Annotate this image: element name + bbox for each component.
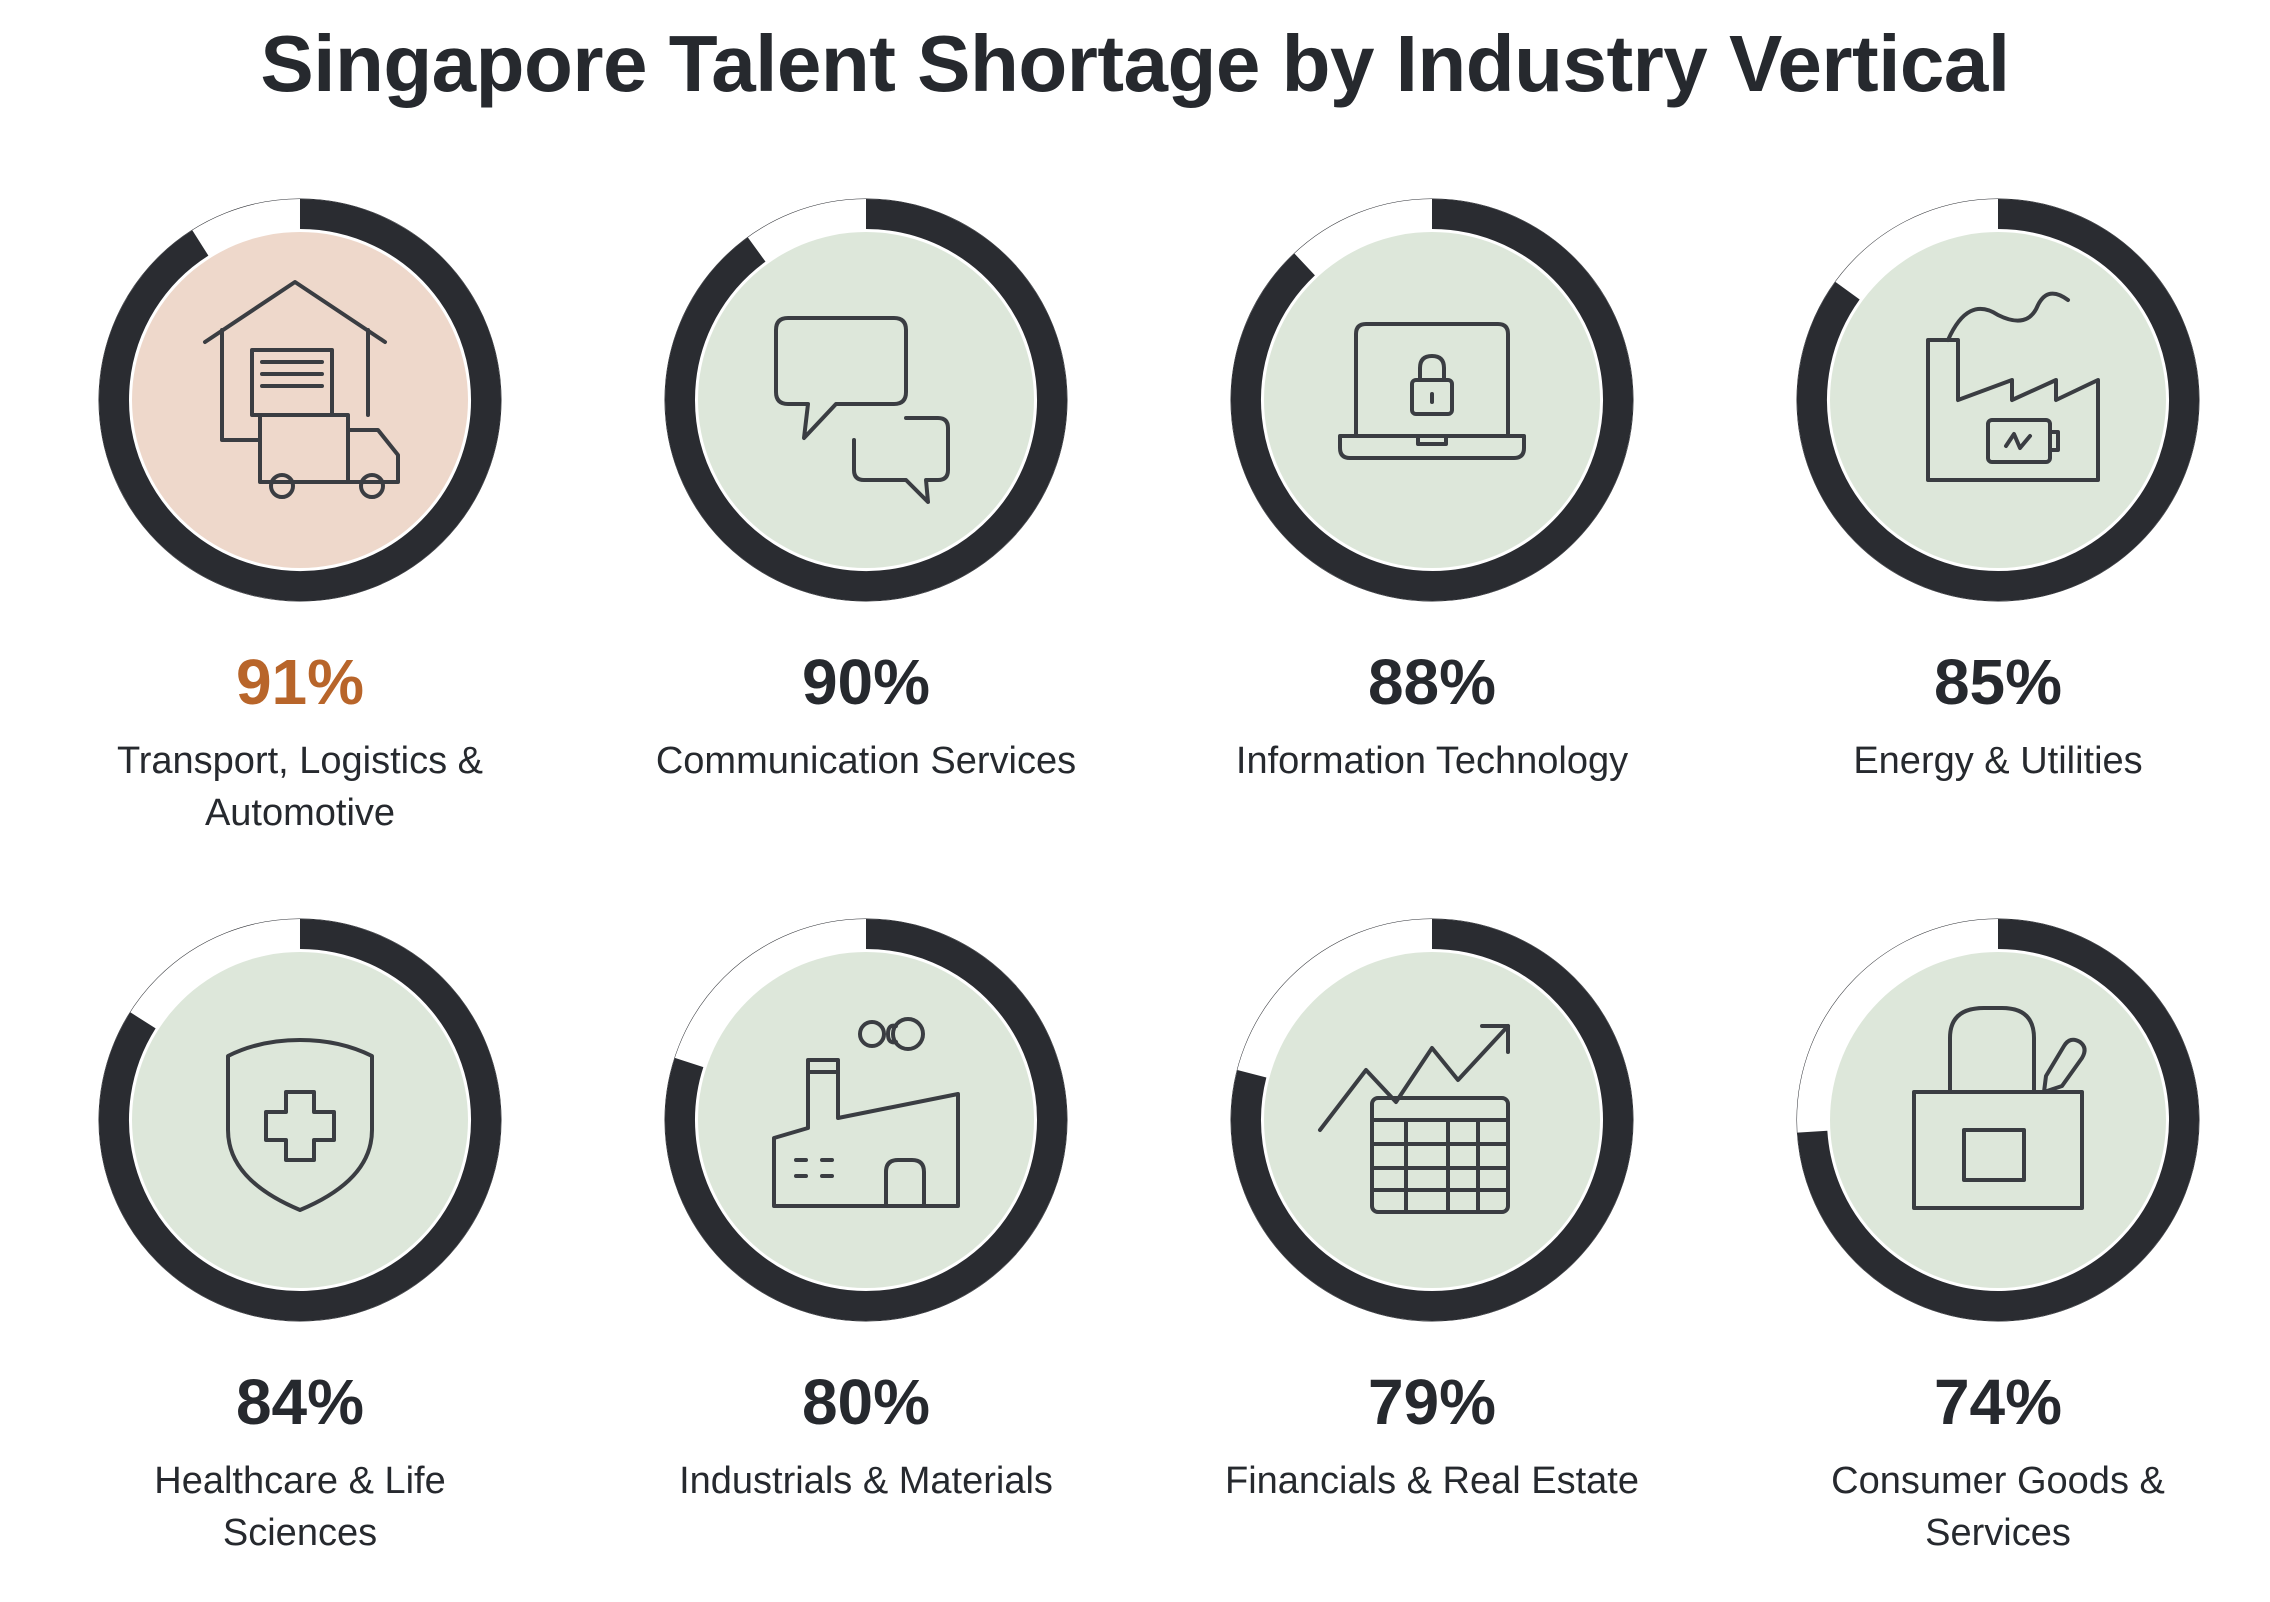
donut-ring bbox=[1796, 918, 2200, 1322]
industry-card: 88% Information Technology bbox=[1152, 190, 1712, 782]
donut-ring bbox=[98, 918, 502, 1322]
percentage-value: 85% bbox=[1933, 646, 2063, 718]
industry-label: Energy & Utilities bbox=[1853, 740, 2143, 782]
ring-fill bbox=[1830, 232, 2166, 568]
industry-label: Healthcare & Life Sciences bbox=[154, 1460, 446, 1554]
ring-fill bbox=[1830, 952, 2166, 1288]
donut-ring bbox=[98, 198, 502, 602]
percentage-value: 91% bbox=[235, 646, 365, 718]
laptop-lock-icon bbox=[1338, 322, 1526, 460]
industry-card: 79% Financials & Real Estate bbox=[1152, 910, 1712, 1502]
percentage-value: 74% bbox=[1933, 1366, 2063, 1438]
factory-icon bbox=[772, 1017, 960, 1208]
industry-card: 84% Healthcare & Life Sciences bbox=[20, 910, 580, 1554]
percentage-value: 84% bbox=[235, 1366, 365, 1438]
ring-fill bbox=[698, 232, 1034, 568]
chat-bubbles-icon bbox=[774, 316, 950, 504]
percentage-value: 88% bbox=[1367, 646, 1497, 718]
industry-card: 74% Consumer Goods & Services bbox=[1718, 910, 2270, 1554]
ring-value-arc bbox=[665, 199, 1067, 601]
ring-value-arc bbox=[99, 199, 501, 601]
ring-fill bbox=[132, 232, 468, 568]
industry-label: Consumer Goods & Services bbox=[1831, 1460, 2165, 1554]
ring-value-arc bbox=[665, 919, 1067, 1321]
ring-value-arc bbox=[1797, 919, 2199, 1321]
donut-ring bbox=[1230, 198, 1634, 602]
ring-value-arc bbox=[1797, 199, 2199, 601]
factory-battery-icon bbox=[1926, 291, 2100, 482]
chart-table-icon bbox=[1318, 1024, 1510, 1214]
ring-fill bbox=[698, 952, 1034, 1288]
industry-label: Industrials & Materials bbox=[679, 1460, 1053, 1502]
industry-label: Transport, Logistics & Automotive bbox=[116, 740, 484, 834]
donut-ring bbox=[664, 198, 1068, 602]
ring-fill bbox=[132, 952, 468, 1288]
ring-value-arc bbox=[1231, 919, 1633, 1321]
industry-card: 90% Communication Services bbox=[586, 190, 1146, 782]
industry-label: Financials & Real Estate bbox=[1225, 1460, 1639, 1502]
donut-ring bbox=[664, 918, 1068, 1322]
warehouse-truck-icon bbox=[203, 280, 400, 499]
donut-ring bbox=[1230, 918, 1634, 1322]
chart-title: Singapore Talent Shortage by Industry Ve… bbox=[260, 19, 2010, 108]
industry-card: 80% Industrials & Materials bbox=[586, 910, 1146, 1502]
industry-card: 91% Transport, Logistics & Automotive bbox=[20, 190, 580, 834]
shield-cross-icon bbox=[226, 1038, 374, 1212]
percentage-value: 90% bbox=[801, 646, 931, 718]
industry-card: 85% Energy & Utilities bbox=[1718, 190, 2270, 782]
donut-ring bbox=[1796, 198, 2200, 602]
ring-value-arc bbox=[1231, 199, 1633, 601]
industry-label: Communication Services bbox=[655, 740, 1077, 782]
industry-label: Information Technology bbox=[1235, 740, 1629, 782]
percentage-value: 79% bbox=[1367, 1366, 1497, 1438]
shopping-bag-icon bbox=[1912, 1006, 2087, 1210]
percentage-value: 80% bbox=[801, 1366, 931, 1438]
ring-value-arc bbox=[99, 919, 501, 1321]
